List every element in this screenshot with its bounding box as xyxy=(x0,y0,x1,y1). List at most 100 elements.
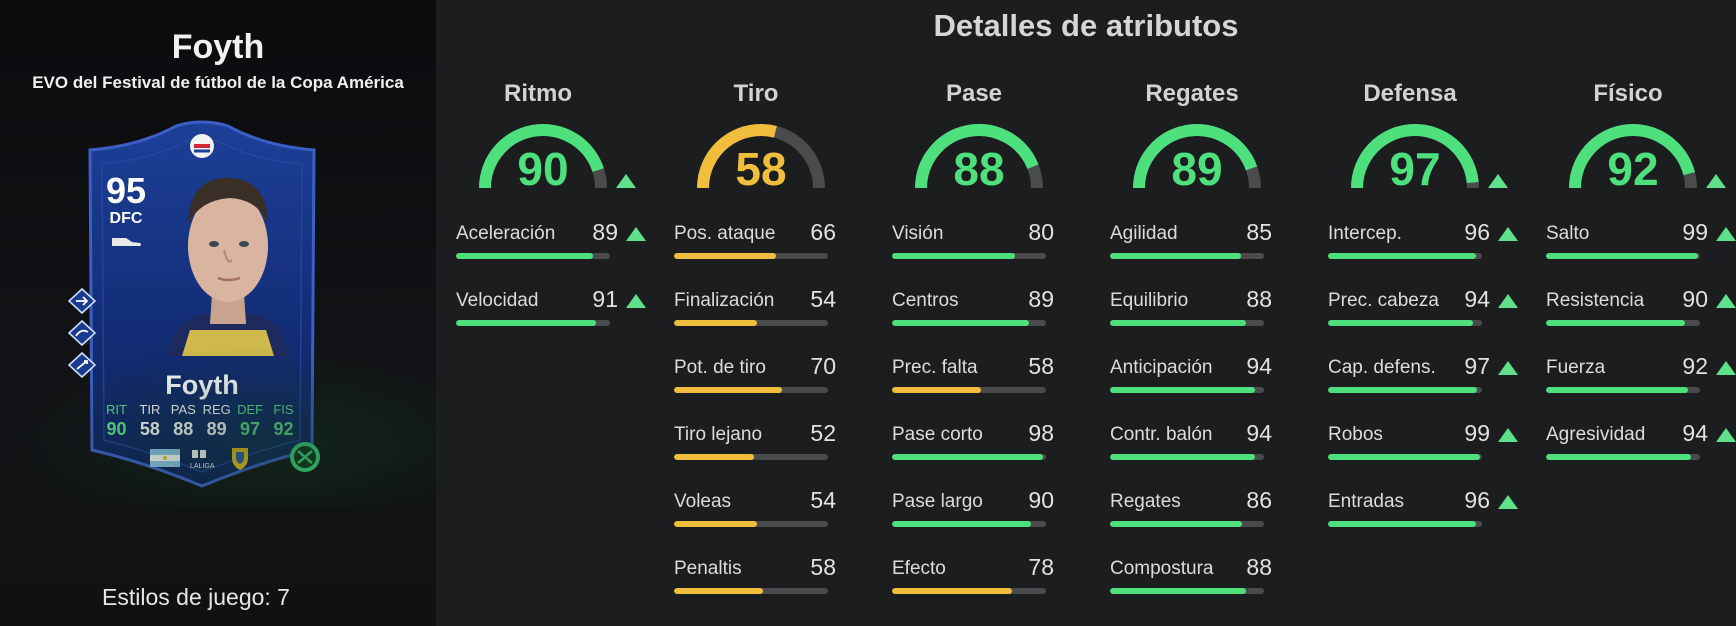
card-position: DFC xyxy=(109,210,143,227)
playstyle-icon[interactable] xyxy=(67,319,97,347)
attribute-name: Cap. defens. xyxy=(1328,357,1436,378)
card-player-name: Foyth xyxy=(165,370,239,400)
attribute-row: Fuerza 92 xyxy=(1546,353,1736,407)
attribute-name: Efecto xyxy=(892,558,946,579)
attribute-value: 52 xyxy=(810,420,836,446)
attribute-name: Regates xyxy=(1110,491,1181,512)
card-subtitle: EVO del Festival de fútbol de la Copa Am… xyxy=(32,73,404,92)
attribute-bar xyxy=(1328,320,1482,326)
attribute-row: Visión 80 xyxy=(892,219,1082,273)
boost-up-icon xyxy=(1498,495,1518,509)
category-value: 92 xyxy=(1607,143,1659,195)
attribute-row: Resistencia 90 xyxy=(1546,286,1736,340)
boost-up-icon xyxy=(1716,227,1736,241)
attribute-row: Regates 86 xyxy=(1110,487,1300,541)
attribute-row: Prec. cabeza 94 xyxy=(1328,286,1518,340)
laliga-logo-icon: LALIGA xyxy=(190,450,215,470)
argentina-flag-icon xyxy=(150,449,180,467)
attribute-column-4: Defensa 97 Intercep. 96 Prec. cabeza 94 Cap. d… xyxy=(1310,0,1518,626)
attribute-row: Agresividad 94 xyxy=(1546,420,1736,474)
attribute-value: 96 xyxy=(1464,487,1490,513)
attribute-value: 80 xyxy=(1028,219,1054,245)
attribute-bar xyxy=(1546,387,1700,393)
attribute-bar-fill xyxy=(1546,253,1699,259)
attribute-row: Pase corto 98 xyxy=(892,420,1082,474)
attribute-name: Robos xyxy=(1328,424,1383,445)
card-stat-label: RIT xyxy=(106,402,127,417)
gauge-fill xyxy=(1569,124,1695,189)
attribute-column-3: Regates 89 Agilidad 85 Equilibrio 88 Anticipac… xyxy=(1092,0,1292,626)
attribute-value: 99 xyxy=(1464,420,1490,446)
category-label: Pase xyxy=(945,80,1003,107)
attribute-name: Anticipación xyxy=(1110,357,1213,378)
attribute-name: Prec. falta xyxy=(892,357,978,378)
attribute-name: Intercep. xyxy=(1328,223,1402,244)
category-gauge xyxy=(479,124,607,189)
category-gauge xyxy=(915,124,1043,189)
attribute-value: 88 xyxy=(1246,286,1272,312)
card-badges: LALIGA xyxy=(150,446,260,470)
category-value: 88 xyxy=(953,143,1005,195)
attribute-value: 91 xyxy=(592,286,618,312)
attribute-name: Agilidad xyxy=(1110,223,1178,244)
playstyle-icon[interactable] xyxy=(67,351,97,379)
attribute-row: Intercep. 96 xyxy=(1328,219,1518,273)
attribute-value: 90 xyxy=(1682,286,1708,312)
attribute-value: 54 xyxy=(810,487,836,513)
attribute-row: Robos 99 xyxy=(1328,420,1518,474)
attribute-bar xyxy=(1546,454,1700,460)
attribute-bar-fill xyxy=(674,253,776,259)
attribute-value: 89 xyxy=(1028,286,1054,312)
attribute-row: Pot. de tiro 70 xyxy=(674,353,864,407)
attribute-bar-fill xyxy=(674,521,758,527)
boost-up-icon xyxy=(1498,227,1518,241)
player-card[interactable]: 95 DFC Foyth xyxy=(67,120,324,488)
attribute-name: Velocidad xyxy=(456,290,539,311)
attribute-row: Efecto 78 xyxy=(892,554,1082,608)
category-label: Tiro xyxy=(733,80,779,107)
card-stat-value: 58 xyxy=(139,419,160,439)
attribute-row: Cap. defens. 97 xyxy=(1328,353,1518,407)
attribute-bar-fill xyxy=(892,387,982,393)
player-name: Foyth xyxy=(171,28,265,66)
attribute-value: 99 xyxy=(1682,219,1708,245)
playstyle-icon[interactable] xyxy=(67,287,97,315)
attribute-column-1: Tiro 58 Pos. ataque 66 Finalización 54 Pot. de… xyxy=(656,0,856,626)
attribute-bar-fill xyxy=(1110,387,1255,393)
attribute-value: 96 xyxy=(1464,219,1490,245)
category-gauge xyxy=(697,124,825,189)
attribute-row: Penaltis 58 xyxy=(674,554,864,608)
boost-up-icon xyxy=(1498,294,1518,308)
card-stat-labels: RIT TIR PAS REG DEF FIS xyxy=(100,402,300,417)
attribute-bar xyxy=(1110,454,1264,460)
boot-icon xyxy=(108,234,144,248)
attribute-column-5: Físico 92 Salto 99 Resistencia 90 Fuerza 92 Agre… xyxy=(1528,0,1736,626)
attribute-value: 94 xyxy=(1464,286,1490,312)
attribute-bar xyxy=(1328,521,1482,527)
card-stat-value: 97 xyxy=(240,419,261,439)
attribute-bar-fill xyxy=(892,320,1030,326)
attribute-bar xyxy=(674,454,828,460)
attribute-bar-fill xyxy=(1110,253,1241,259)
gauge-fill xyxy=(915,124,1039,189)
attribute-value: 88 xyxy=(1246,554,1272,580)
attribute-bar-fill xyxy=(1546,320,1685,326)
attribute-bar-fill xyxy=(892,454,1043,460)
attribute-name: Aceleración xyxy=(456,223,556,244)
attribute-bar-fill xyxy=(892,588,1013,594)
attribute-row: Entradas 96 xyxy=(1328,487,1518,541)
attribute-bar-fill xyxy=(1110,521,1243,527)
attribute-bar-fill xyxy=(674,387,782,393)
attribute-bar xyxy=(1546,320,1700,326)
attribute-row: Pos. ataque 66 xyxy=(674,219,864,273)
evolution-icon[interactable] xyxy=(288,440,322,474)
club-crest-icon xyxy=(232,448,248,470)
attribute-bar-fill xyxy=(1328,320,1473,326)
attribute-name: Visión xyxy=(892,223,944,244)
attribute-bar-fill xyxy=(1328,454,1481,460)
boost-up-icon xyxy=(1716,294,1736,308)
attribute-value: 90 xyxy=(1028,487,1054,513)
attribute-name: Resistencia xyxy=(1546,290,1645,311)
attribute-bar xyxy=(674,320,828,326)
boost-up-icon xyxy=(1716,361,1736,375)
